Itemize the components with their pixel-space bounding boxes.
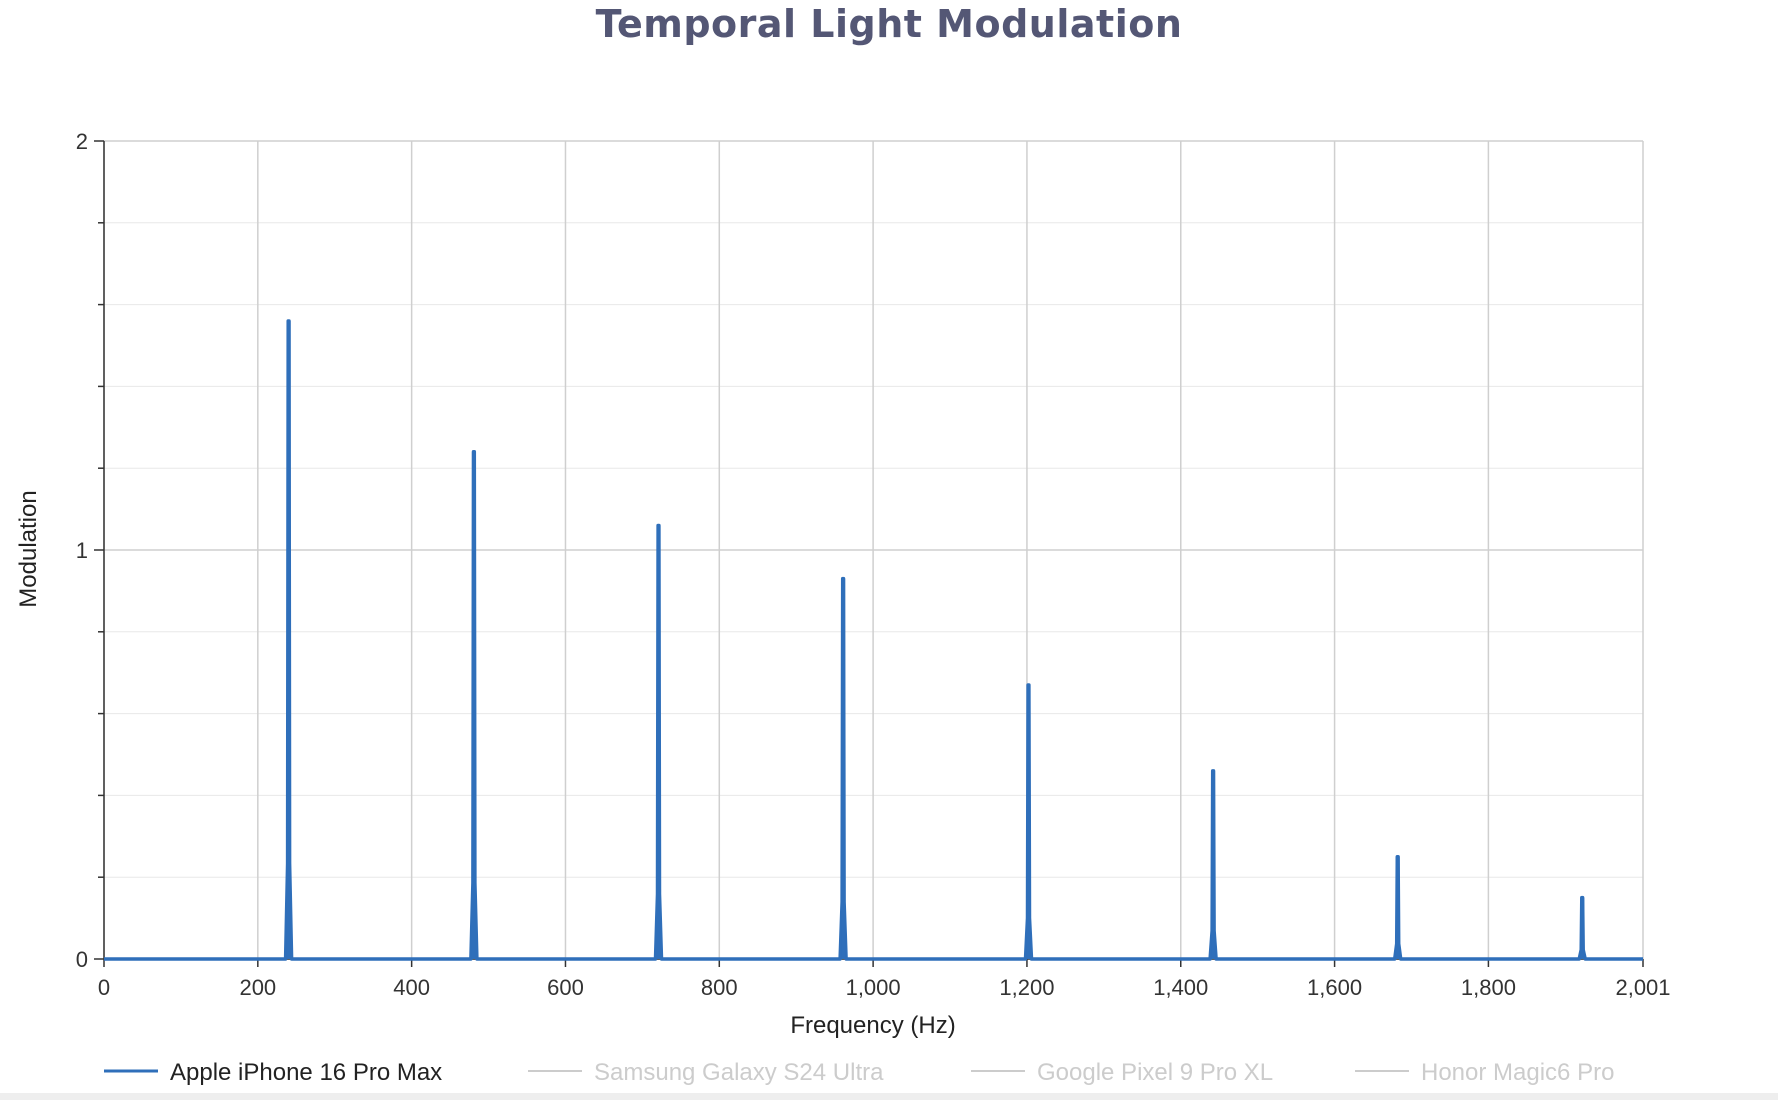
legend: Apple iPhone 16 Pro Max Samsung Galaxy S2… bbox=[104, 1059, 1614, 1086]
x-tick-label: 200 bbox=[239, 975, 276, 1000]
x-tick-label: 400 bbox=[393, 975, 430, 1000]
legend-item[interactable]: Honor Magic6 Pro bbox=[1355, 1059, 1614, 1086]
legend-label: Apple iPhone 16 Pro Max bbox=[170, 1059, 442, 1086]
y-tick-label: 1 bbox=[76, 538, 88, 563]
x-tick-label: 1,600 bbox=[1307, 975, 1362, 1000]
y-axis-title: Modulation bbox=[15, 490, 42, 607]
x-tick-label: 800 bbox=[701, 975, 738, 1000]
x-tick-label: 1,200 bbox=[999, 975, 1054, 1000]
x-tick-label: 2,001 bbox=[1615, 975, 1670, 1000]
legend-item[interactable]: Apple iPhone 16 Pro Max bbox=[104, 1059, 442, 1086]
x-tick-label: 1,400 bbox=[1153, 975, 1208, 1000]
legend-label: Google Pixel 9 Pro XL bbox=[1037, 1059, 1273, 1086]
x-tick-label: 600 bbox=[547, 975, 584, 1000]
legend-item[interactable]: Samsung Galaxy S24 Ultra bbox=[528, 1059, 884, 1086]
series-area bbox=[104, 319, 1643, 961]
axes bbox=[94, 140, 1644, 967]
y-tick-label: 0 bbox=[76, 947, 88, 972]
x-axis-title: Frequency (Hz) bbox=[790, 1012, 955, 1039]
tick-labels: 0 1 2 0 200 400 600 800 1,000 1,200 1,400 1,600 1,80… bbox=[76, 129, 1671, 1000]
y-tick-label: 2 bbox=[76, 129, 88, 154]
bottom-border bbox=[0, 1093, 1778, 1100]
legend-label: Samsung Galaxy S24 Ultra bbox=[594, 1059, 884, 1086]
x-tick-label: 1,000 bbox=[846, 975, 901, 1000]
legend-label: Honor Magic6 Pro bbox=[1421, 1059, 1614, 1086]
x-tick-label: 0 bbox=[98, 975, 110, 1000]
chart-title: Temporal Light Modulation bbox=[595, 2, 1183, 46]
x-tick-label: 1,800 bbox=[1461, 975, 1516, 1000]
legend-item[interactable]: Google Pixel 9 Pro XL bbox=[971, 1059, 1273, 1086]
grid bbox=[103, 140, 1644, 960]
